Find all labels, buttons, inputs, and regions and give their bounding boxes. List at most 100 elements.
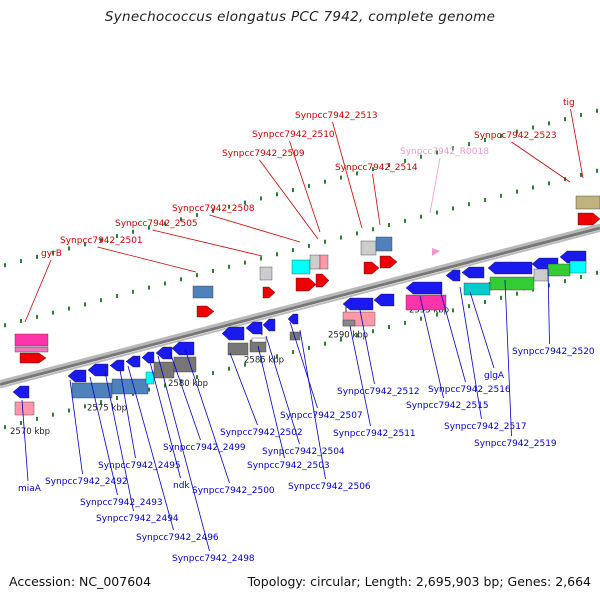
reverse-gene-label[interactable]: Synpcc7942_2519 [474,439,557,449]
label-leader [265,335,300,445]
label-leader [119,369,136,459]
cds-box[interactable] [14,401,35,416]
gene-arrow[interactable] [125,355,141,368]
reverse-gene-label[interactable]: Synpcc7942_2495 [98,461,181,471]
cds-box[interactable] [14,333,49,347]
label-leader [289,140,321,233]
cds-box[interactable] [375,236,393,252]
forward-gene-label[interactable]: tig [563,98,575,108]
cds-box[interactable] [533,268,549,282]
cds-box[interactable] [489,276,535,291]
gene-arrow[interactable] [445,269,461,282]
reverse-gene-label[interactable]: Synpcc7942_2492 [45,477,128,487]
gene-arrow[interactable] [19,352,47,364]
reverse-gene-label[interactable]: Synpcc7942_2511 [333,429,416,439]
map-title: Synechococcus elongatus PCC 7942, comple… [104,9,496,25]
cds-box[interactable] [251,337,267,343]
gene-arrow[interactable] [373,293,395,307]
gene-arrow[interactable] [67,369,87,383]
cds-box[interactable] [547,263,571,277]
reverse-gene-label[interactable]: Synpcc7942_2494 [96,514,179,524]
gene-arrow[interactable] [109,359,125,372]
forward-gene-label[interactable]: Synpcc7942_2509 [222,149,305,159]
gene-arrow[interactable] [262,286,276,299]
gene-arrow[interactable] [87,363,109,377]
gene-arrow[interactable] [342,297,374,311]
gene-arrow[interactable] [405,281,443,295]
cds-box[interactable] [289,331,301,341]
cds-box[interactable] [463,282,491,296]
reverse-gene-label[interactable]: miaA [18,484,42,494]
reverse-gene-label[interactable]: Synpcc7942_2512 [337,387,420,397]
cds-box[interactable] [360,240,377,256]
rna-gene-label[interactable]: Synpcc7942_R0018 [400,147,489,157]
gene-arrow[interactable] [171,341,195,356]
cds-box[interactable] [153,361,175,379]
forward-gene-label[interactable]: Synpcc7942_2514 [335,163,418,173]
cds-box[interactable] [227,342,249,356]
label-leader [459,286,482,420]
reverse-gene-label[interactable]: Synpcc7942_2500 [192,486,275,496]
forward-gene-label[interactable]: Synpcc7942_2501 [60,236,143,246]
label-leader [69,379,83,475]
cds-box[interactable] [575,195,600,210]
gene-arrow[interactable] [577,212,600,226]
reverse-gene-label[interactable]: Synpcc7942_2515 [406,401,489,411]
cds-box[interactable] [14,346,49,353]
forward-gene-label[interactable]: Synpcc7942_2508 [172,204,255,214]
label-leader [511,141,571,183]
rna-arrow[interactable] [432,248,440,256]
label-leader [127,365,174,531]
cds-box[interactable] [192,285,214,299]
reverse-gene-label[interactable]: Synpcc7942_2504 [262,447,345,457]
reverse-gene-label[interactable]: ndk [173,481,190,491]
gene-arrow[interactable] [287,313,299,325]
label-leader [229,352,258,426]
label-leader [429,157,441,214]
label-leader [504,279,512,437]
reverse-gene-label[interactable]: Synpcc7942_2517 [444,422,527,432]
cds-box[interactable] [569,260,587,274]
reverse-gene-label[interactable]: Synpcc7942_2503 [247,461,330,471]
cds-box[interactable] [173,356,197,373]
gene-arrow[interactable] [221,326,245,341]
reverse-gene-label[interactable]: Synpcc7942_2493 [80,498,163,508]
forward-gene-label[interactable]: Synpcc7942_2523 [474,131,557,141]
backbone-lower [0,230,600,389]
reverse-gene-label[interactable]: Synpcc7942_2498 [172,554,255,564]
cds-box[interactable] [111,378,149,395]
cds-box[interactable] [309,254,321,270]
forward-gene-label[interactable]: Synpcc7942_2505 [115,219,198,229]
gene-arrow[interactable] [262,318,276,332]
cds-box[interactable] [405,294,447,311]
reverse-gene-label[interactable]: Synpcc7942_2507 [280,411,363,421]
reverse-gene-label[interactable]: Synpcc7942_2506 [288,482,371,492]
gene-arrow[interactable] [141,351,155,364]
gene-arrow[interactable] [12,385,30,399]
forward-gene-label[interactable]: gyrB [41,249,62,259]
forward-gene-label[interactable]: Synpcc7942_2510 [252,130,335,140]
label-leader [570,108,584,179]
reverse-gene-label[interactable]: Synpcc7942_2496 [136,533,219,543]
reverse-gene-label[interactable]: Synpcc7942_2516 [428,385,511,395]
cds-box[interactable] [291,259,311,275]
forward-gene-label[interactable]: Synpcc7942_2513 [295,111,378,121]
cds-box[interactable] [259,266,273,281]
reverse-gene-label[interactable]: Synpcc7942_2499 [163,443,246,453]
reverse-gene-label[interactable]: Synpcc7942_2520 [512,347,595,357]
gene-arrow[interactable] [487,261,533,275]
reverse-gene-label[interactable]: glgA [484,371,505,381]
gene-arrow[interactable] [196,305,215,318]
gene-arrow[interactable] [295,277,317,292]
gene-arrow[interactable] [315,273,330,288]
gene-arrow[interactable] [461,266,485,279]
cds-box[interactable] [319,254,329,270]
gene-arrow[interactable] [155,346,173,360]
tick-label: 2590 kbp [328,330,368,340]
gene-arrow[interactable] [245,321,263,335]
gene-arrow[interactable] [379,255,398,269]
cds-box[interactable] [342,319,356,327]
reverse-gene-label[interactable]: Synpcc7942_2502 [220,428,303,438]
gene-arrow[interactable] [363,261,380,275]
